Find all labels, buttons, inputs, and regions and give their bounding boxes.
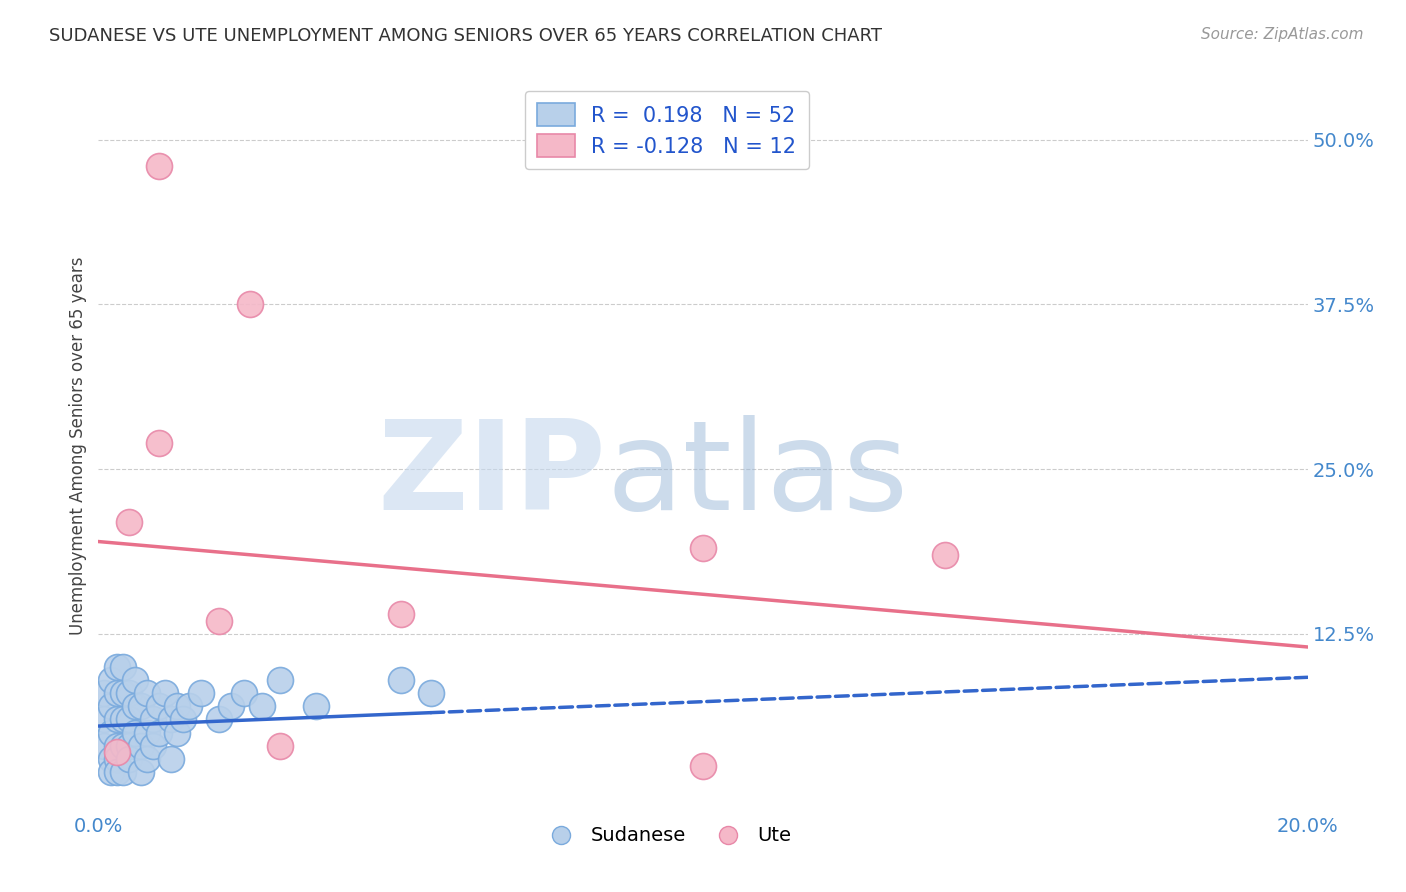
Point [269,673,291,687]
Point [148,725,170,739]
Point [124,673,146,687]
Point [148,159,170,173]
Point [100,699,122,714]
Point [111,713,134,727]
Point [172,713,194,727]
Point [118,752,141,766]
Point [105,659,128,673]
Point [232,686,254,700]
Point [129,699,152,714]
Point [111,739,134,753]
Point [208,713,231,727]
Point [111,686,134,700]
Point [105,713,128,727]
Point [135,686,157,700]
Point [93,713,115,727]
Point [100,725,122,739]
Text: atlas: atlas [606,415,908,536]
Point [692,541,714,556]
Point [166,699,188,714]
Point [305,699,328,714]
Point [389,607,412,621]
Point [420,686,443,700]
Point [269,739,291,753]
Point [142,713,165,727]
Point [135,725,157,739]
Point [100,673,122,687]
Legend: Sudanese, Ute: Sudanese, Ute [534,819,800,854]
Point [389,673,412,687]
Point [934,548,956,562]
Point [179,699,201,714]
Point [239,297,262,311]
Point [124,699,146,714]
Point [221,699,243,714]
Point [142,739,165,753]
Point [93,739,115,753]
Point [118,739,141,753]
Point [105,746,128,760]
Point [208,614,231,628]
Point [148,699,170,714]
Point [160,713,183,727]
Point [100,765,122,780]
Point [118,686,141,700]
Point [692,758,714,772]
Y-axis label: Unemployment Among Seniors over 65 years: Unemployment Among Seniors over 65 years [69,257,87,635]
Point [160,752,183,766]
Point [105,686,128,700]
Point [153,686,176,700]
Point [129,739,152,753]
Point [118,515,141,529]
Point [111,765,134,780]
Point [148,435,170,450]
Point [124,725,146,739]
Point [105,765,128,780]
Text: Source: ZipAtlas.com: Source: ZipAtlas.com [1201,27,1364,42]
Point [190,686,212,700]
Point [135,752,157,766]
Point [111,659,134,673]
Point [105,752,128,766]
Point [105,739,128,753]
Point [93,686,115,700]
Point [118,713,141,727]
Point [100,752,122,766]
Point [250,699,273,714]
Text: ZIP: ZIP [378,415,606,536]
Point [166,725,188,739]
Text: SUDANESE VS UTE UNEMPLOYMENT AMONG SENIORS OVER 65 YEARS CORRELATION CHART: SUDANESE VS UTE UNEMPLOYMENT AMONG SENIO… [49,27,882,45]
Point [129,765,152,780]
